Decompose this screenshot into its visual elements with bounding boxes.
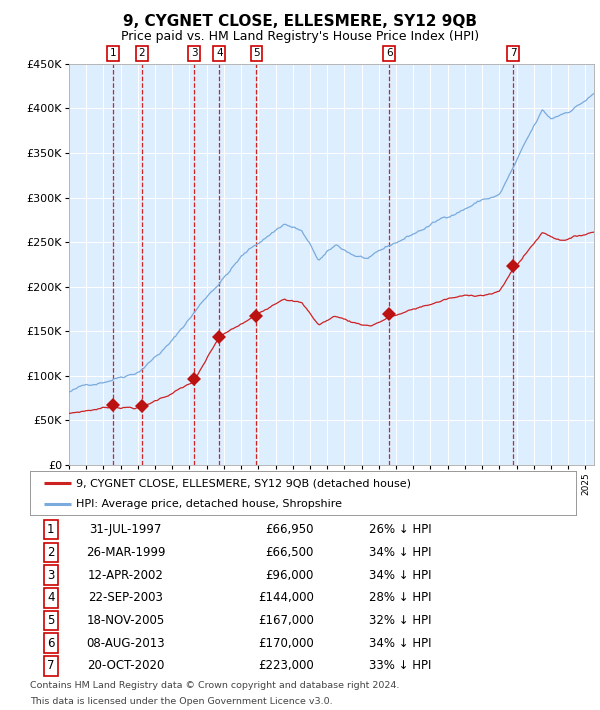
Text: £144,000: £144,000	[258, 591, 314, 604]
Text: 4: 4	[47, 591, 55, 604]
Text: 9, CYGNET CLOSE, ELLESMERE, SY12 9QB: 9, CYGNET CLOSE, ELLESMERE, SY12 9QB	[123, 14, 477, 29]
Text: 26-MAR-1999: 26-MAR-1999	[86, 546, 166, 559]
Text: 34% ↓ HPI: 34% ↓ HPI	[368, 637, 431, 650]
Text: 6: 6	[386, 48, 392, 58]
Text: 5: 5	[47, 614, 55, 627]
Text: £96,000: £96,000	[266, 569, 314, 581]
Text: 32% ↓ HPI: 32% ↓ HPI	[368, 614, 431, 627]
Text: 1: 1	[47, 523, 55, 536]
Text: 2: 2	[47, 546, 55, 559]
Text: 3: 3	[191, 48, 197, 58]
Text: £167,000: £167,000	[258, 614, 314, 627]
Text: 31-JUL-1997: 31-JUL-1997	[89, 523, 162, 536]
Text: 3: 3	[47, 569, 55, 581]
Text: 20-OCT-2020: 20-OCT-2020	[87, 660, 164, 672]
Text: £66,950: £66,950	[265, 523, 314, 536]
Text: HPI: Average price, detached house, Shropshire: HPI: Average price, detached house, Shro…	[76, 498, 343, 509]
Text: Contains HM Land Registry data © Crown copyright and database right 2024.: Contains HM Land Registry data © Crown c…	[30, 681, 400, 690]
Text: 4: 4	[216, 48, 223, 58]
Text: £66,500: £66,500	[266, 546, 314, 559]
Text: This data is licensed under the Open Government Licence v3.0.: This data is licensed under the Open Gov…	[30, 697, 332, 706]
Text: £170,000: £170,000	[258, 637, 314, 650]
Text: Price paid vs. HM Land Registry's House Price Index (HPI): Price paid vs. HM Land Registry's House …	[121, 30, 479, 43]
Text: 33% ↓ HPI: 33% ↓ HPI	[368, 660, 431, 672]
Text: 12-APR-2002: 12-APR-2002	[88, 569, 163, 581]
Text: 6: 6	[47, 637, 55, 650]
Text: 22-SEP-2003: 22-SEP-2003	[88, 591, 163, 604]
Text: 9, CYGNET CLOSE, ELLESMERE, SY12 9QB (detached house): 9, CYGNET CLOSE, ELLESMERE, SY12 9QB (de…	[76, 478, 412, 488]
Text: 7: 7	[47, 660, 55, 672]
Text: 7: 7	[510, 48, 517, 58]
Text: 34% ↓ HPI: 34% ↓ HPI	[368, 546, 431, 559]
Text: 5: 5	[253, 48, 260, 58]
Text: 08-AUG-2013: 08-AUG-2013	[86, 637, 165, 650]
Text: 2: 2	[139, 48, 145, 58]
Text: 26% ↓ HPI: 26% ↓ HPI	[368, 523, 431, 536]
Text: 18-NOV-2005: 18-NOV-2005	[86, 614, 164, 627]
Text: 34% ↓ HPI: 34% ↓ HPI	[368, 569, 431, 581]
Text: £223,000: £223,000	[258, 660, 314, 672]
Text: 28% ↓ HPI: 28% ↓ HPI	[368, 591, 431, 604]
Text: 1: 1	[110, 48, 117, 58]
